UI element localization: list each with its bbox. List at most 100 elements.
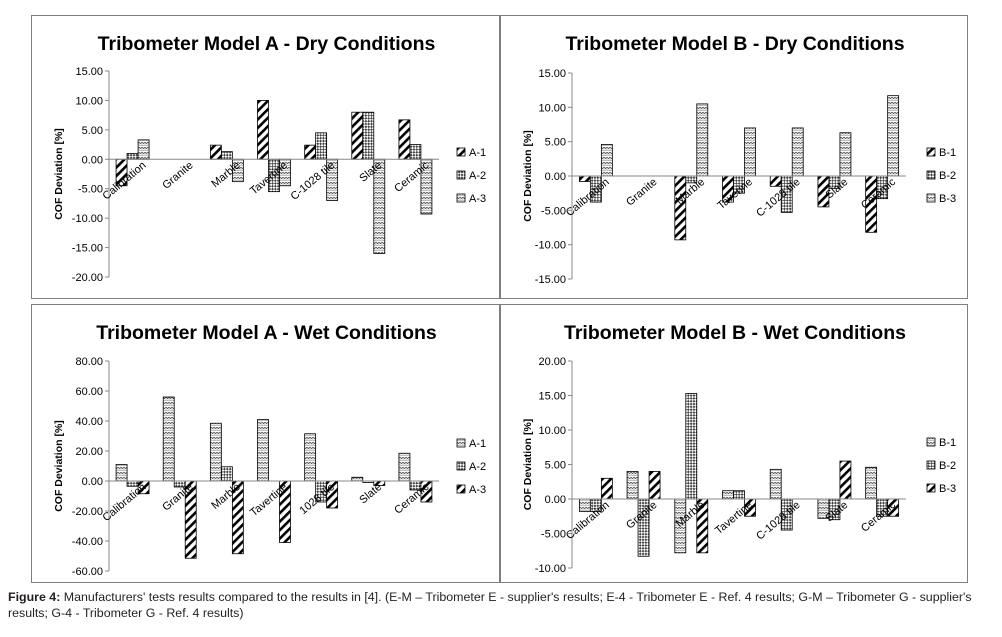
bar [351, 476, 364, 482]
bar [137, 139, 150, 160]
legend-label: A-2 [469, 461, 486, 473]
category-label: Calibration [100, 481, 148, 524]
bar [257, 419, 269, 482]
y-tick-label: -40.00 [72, 536, 103, 548]
y-tick-label: 0.00 [82, 476, 103, 488]
chart-svg: Tribometer Model A - Dry Conditions COF D… [53, 33, 486, 284]
y-tick-label: 0.00 [545, 171, 566, 183]
bar [769, 175, 782, 187]
category-label: Granite [624, 176, 659, 208]
chart-svg: Tribometer Model A - Wet Conditions COF D… [53, 322, 486, 578]
bar [626, 470, 639, 500]
y-tick-label: -10.00 [72, 213, 103, 225]
y-tick-label: 5.00 [545, 460, 566, 472]
legend-swatch [456, 484, 466, 494]
y-tick-label: 15.00 [538, 391, 566, 403]
chart-panel-4: Tribometer Model B - Wet Conditions COF D… [500, 304, 968, 583]
legend-label: A-2 [469, 170, 486, 182]
bar [578, 498, 591, 512]
bar [839, 460, 852, 500]
category-label: Calibration [564, 176, 612, 219]
legend-label: B-2 [939, 170, 956, 182]
bar [791, 127, 804, 177]
chart-title: Tribometer Model B - Wet Conditions [564, 322, 906, 344]
bar [865, 466, 878, 500]
legend-swatch [926, 147, 936, 157]
y-tick-label: -5.00 [541, 205, 566, 217]
y-tick-label: 20.00 [538, 356, 566, 368]
legend-swatch [926, 170, 936, 180]
y-axis-label: COF Deviation [%] [53, 420, 65, 512]
chart-title: Tribometer Model A - Dry Conditions [98, 33, 436, 55]
bar [578, 175, 591, 182]
legend-swatch [456, 461, 466, 471]
y-tick-label: 60.00 [75, 386, 103, 398]
legend-label: A-3 [469, 484, 486, 496]
chart-panel-1: Tribometer Model A - Dry Conditions COF D… [31, 15, 500, 299]
bar [674, 175, 687, 241]
bar [744, 127, 756, 177]
bar [696, 103, 709, 177]
legend-swatch [456, 438, 466, 448]
legend-label: A-1 [469, 438, 486, 450]
category-label: C-1028 tile [754, 499, 802, 542]
bar [409, 144, 422, 160]
y-tick-label: 0.00 [82, 154, 103, 166]
legend-label: A-1 [469, 147, 486, 159]
y-tick-label: -20.00 [72, 506, 103, 518]
bar [887, 95, 900, 177]
legend-label: B-3 [939, 483, 956, 495]
legend-swatch [926, 483, 936, 493]
bar [685, 393, 698, 500]
chart-panel-2: Tribometer Model B - Dry Conditions COF D… [500, 15, 968, 299]
bar [398, 119, 411, 160]
y-tick-label: 40.00 [75, 416, 103, 428]
bar [115, 464, 128, 482]
bar [209, 422, 222, 482]
y-tick-label: -5.00 [78, 184, 103, 196]
y-tick-label: -10.00 [535, 240, 566, 252]
bar [220, 466, 233, 482]
y-tick-label: 15.00 [538, 68, 566, 80]
legend-swatch [456, 147, 466, 157]
y-tick-label: 20.00 [75, 446, 103, 458]
chart-title: Tribometer Model B - Dry Conditions [565, 33, 904, 55]
legend-swatch [926, 437, 936, 447]
y-tick-label: 10.00 [538, 425, 566, 437]
bar [220, 151, 233, 160]
bar [733, 490, 745, 500]
bar [839, 132, 852, 177]
y-tick-label: -15.00 [535, 274, 566, 286]
legend-label: B-2 [939, 460, 956, 472]
legend-label: B-1 [939, 147, 956, 159]
bar [304, 433, 317, 482]
bar [362, 111, 375, 160]
y-tick-label: 0.00 [545, 494, 566, 506]
bar [722, 490, 734, 500]
bar [648, 470, 661, 500]
legend-swatch [456, 193, 466, 203]
y-tick-label: 15.00 [75, 66, 103, 78]
bar [304, 144, 317, 160]
bar [315, 132, 328, 160]
y-tick-label: 10.00 [538, 102, 566, 114]
legend-label: A-3 [469, 193, 486, 205]
caption-label: Figure 4: [8, 590, 61, 604]
bar [209, 144, 222, 160]
chart-panel-3: Tribometer Model A - Wet Conditions COF D… [31, 304, 500, 583]
legend-label: B-3 [939, 193, 956, 205]
legend-swatch [926, 460, 936, 470]
bar [600, 477, 613, 500]
chart-svg: Tribometer Model B - Dry Conditions COF D… [522, 33, 956, 286]
bar [398, 452, 411, 482]
legend-swatch [456, 170, 466, 180]
y-axis-label: COF Deviation [%] [522, 130, 534, 222]
legend-swatch [926, 193, 936, 203]
caption-text: Manufacturers' tests results compared to… [8, 590, 972, 620]
bar [126, 152, 139, 160]
category-label: Tavertine [713, 499, 755, 537]
y-tick-label: 5.00 [82, 125, 103, 137]
y-tick-label: -5.00 [541, 529, 566, 541]
y-tick-label: 80.00 [75, 356, 103, 368]
